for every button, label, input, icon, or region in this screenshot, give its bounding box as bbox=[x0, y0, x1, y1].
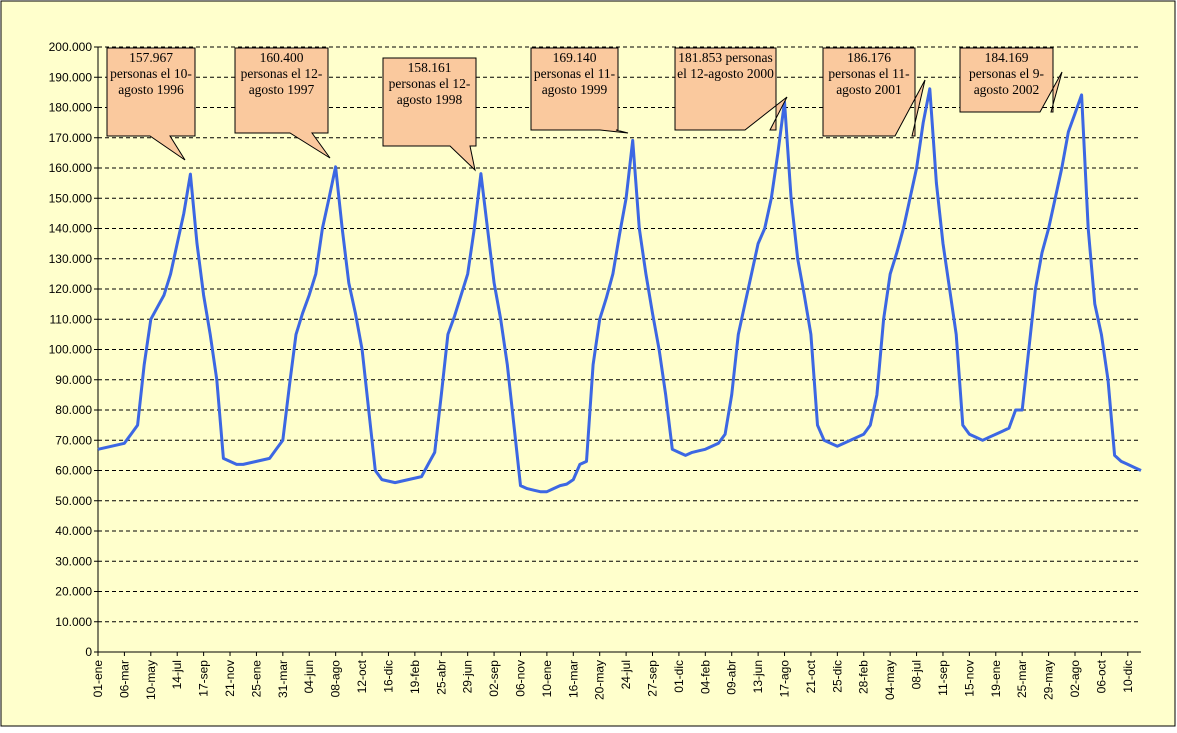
y-tick-label: 80.000 bbox=[55, 403, 92, 417]
x-tick-label: 21-nov bbox=[223, 660, 237, 697]
y-tick-label: 110.000 bbox=[50, 312, 93, 326]
y-tick-label: 50.000 bbox=[55, 494, 92, 508]
callout-text: 158.161 personas el 12-agosto 1998 bbox=[388, 60, 471, 107]
callout: 160.400 personas el 12-agosto 1997 bbox=[240, 50, 323, 97]
x-tick-label: 10-may bbox=[144, 660, 158, 700]
y-tick-label: 170.000 bbox=[49, 131, 93, 145]
y-tick-label: 60.000 bbox=[55, 464, 92, 478]
callout-box bbox=[674, 47, 788, 131]
callout-text: 181.853 personas el 12-agosto 2000 bbox=[677, 50, 774, 81]
y-tick-label: 0 bbox=[85, 645, 92, 659]
y-tick-label: 190.000 bbox=[49, 70, 93, 84]
x-tick-label: 13-jun bbox=[751, 660, 765, 693]
callout-box bbox=[382, 57, 477, 172]
callout: 186.176 personas el 11-agosto 2001 bbox=[828, 50, 910, 97]
y-tick-label: 180.000 bbox=[49, 101, 93, 115]
x-tick-label: 20-may bbox=[593, 660, 607, 700]
x-tick-label: 24-jul bbox=[619, 660, 633, 689]
y-tick-label: 200.000 bbox=[49, 40, 93, 54]
x-tick-label: 04-feb bbox=[698, 660, 712, 694]
x-tick-label: 25-ene bbox=[249, 660, 263, 698]
x-tick-label: 06-mar bbox=[117, 660, 131, 698]
x-tick-label: 17-ago bbox=[778, 660, 792, 698]
y-tick-label: 20.000 bbox=[55, 585, 92, 599]
data-line bbox=[97, 87, 1142, 494]
x-tick-label: 01-ene bbox=[91, 660, 105, 698]
x-tick-label: 28-feb bbox=[857, 660, 871, 694]
y-tick-label: 10.000 bbox=[55, 615, 92, 629]
y-tick-label: 130.000 bbox=[49, 252, 93, 266]
x-tick-label: 12-oct bbox=[355, 659, 369, 693]
x-tick-label: 08-ago bbox=[329, 660, 343, 698]
x-tick-label: 02-sep bbox=[487, 660, 501, 697]
y-tick-label: 70.000 bbox=[55, 433, 92, 447]
x-tick-label: 16-dic bbox=[381, 660, 395, 693]
x-tick-label: 27-sep bbox=[646, 660, 660, 697]
x-tick-label: 06-oct bbox=[1094, 659, 1108, 693]
callout-text: 160.400 personas el 12-agosto 1997 bbox=[240, 50, 323, 97]
x-tick-label: 16-mar bbox=[566, 660, 580, 698]
y-tick-label: 100.000 bbox=[49, 343, 93, 357]
callout: 169.140 personas el 11-agosto 1999 bbox=[533, 50, 616, 97]
x-tick-label: 06-nov bbox=[513, 660, 527, 697]
y-tick-label: 40.000 bbox=[55, 524, 92, 538]
callout-box bbox=[822, 47, 926, 137]
callout-box bbox=[959, 47, 1063, 113]
x-tick-label: 14-jul bbox=[170, 660, 184, 689]
callout-box bbox=[234, 47, 331, 159]
callout: 158.161 personas el 12-agosto 1998 bbox=[388, 60, 471, 107]
x-tick-label: 29-jun bbox=[461, 660, 475, 693]
callout: 184.169 personas el 9-agosto 2002 bbox=[969, 50, 1044, 97]
x-tick-label: 01-dic bbox=[672, 660, 686, 693]
y-tick-label: 160.000 bbox=[49, 161, 93, 175]
x-tick-label: 25-abr bbox=[434, 660, 448, 695]
x-tick-label: 09-abr bbox=[725, 660, 739, 695]
x-tick-label: 15-nov bbox=[962, 660, 976, 697]
callout-box bbox=[106, 47, 196, 161]
x-tick-label: 25-mar bbox=[1015, 660, 1029, 698]
x-tick-label: 08-jul bbox=[910, 660, 924, 689]
y-tick-label: 150.000 bbox=[49, 191, 93, 205]
callout: 181.853 personas el 12-agosto 2000 bbox=[677, 50, 774, 81]
x-tick-label: 10-dic bbox=[1121, 660, 1135, 693]
x-tick-label: 17-sep bbox=[197, 660, 211, 697]
callout-text: 157.967 personas el 10-agosto 1996 bbox=[110, 50, 192, 97]
callout-text: 186.176 personas el 11-agosto 2001 bbox=[828, 50, 910, 97]
x-tick-label: 10-ene bbox=[540, 660, 554, 698]
x-tick-label: 31-mar bbox=[276, 660, 290, 698]
y-tick-label: 90.000 bbox=[55, 373, 92, 387]
callout: 157.967 personas el 10-agosto 1996 bbox=[110, 50, 192, 97]
x-tick-label: 04-may bbox=[883, 660, 897, 700]
callout-text: 184.169 personas el 9-agosto 2002 bbox=[969, 50, 1044, 97]
x-tick-label: 19-ene bbox=[989, 660, 1003, 698]
x-tick-label: 19-feb bbox=[408, 660, 422, 694]
callout-text: 169.140 personas el 11-agosto 1999 bbox=[533, 50, 616, 97]
x-tick-label: 04-jun bbox=[302, 660, 316, 693]
x-tick-label: 29-may bbox=[1042, 660, 1056, 700]
y-tick-label: 140.000 bbox=[49, 222, 93, 236]
x-tick-label: 02-ago bbox=[1068, 660, 1082, 698]
y-tick-label: 120.000 bbox=[49, 282, 93, 296]
x-tick-label: 25-dic bbox=[830, 660, 844, 693]
y-tick-label: 30.000 bbox=[55, 554, 92, 568]
callout-box bbox=[530, 47, 629, 134]
x-tick-label: 11-sep bbox=[936, 660, 950, 696]
x-tick-label: 21-oct bbox=[804, 659, 818, 693]
